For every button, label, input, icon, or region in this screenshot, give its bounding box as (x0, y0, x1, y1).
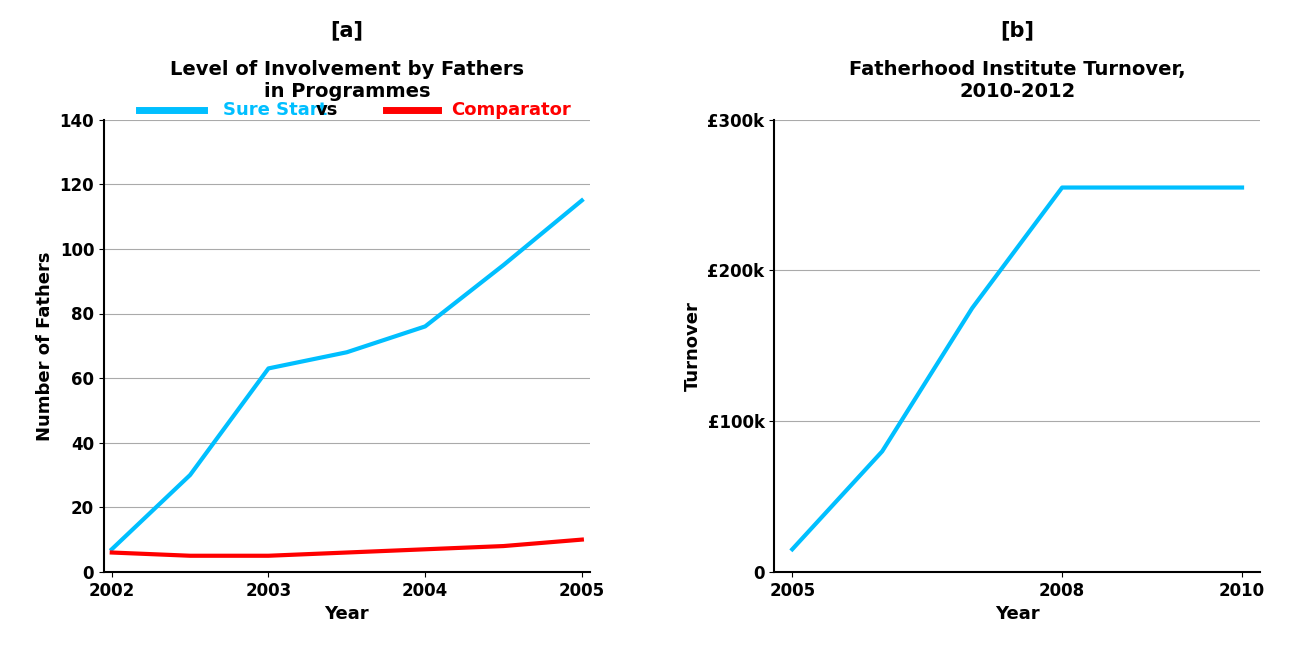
Y-axis label: Turnover: Turnover (683, 301, 701, 391)
X-axis label: Year: Year (995, 605, 1039, 623)
Text: Sure Start: Sure Start (223, 100, 327, 119)
Text: vs: vs (316, 100, 339, 119)
Text: [a]: [a] (330, 20, 364, 40)
Text: Fatherhood Institute Turnover,
2010-2012: Fatherhood Institute Turnover, 2010-2012 (848, 60, 1186, 101)
Y-axis label: Number of Fathers: Number of Fathers (36, 251, 55, 440)
Text: Level of Involvement by Fathers
in Programmes: Level of Involvement by Fathers in Progr… (170, 60, 523, 101)
Text: Comparator: Comparator (451, 100, 570, 119)
X-axis label: Year: Year (325, 605, 369, 623)
Text: [b]: [b] (1000, 20, 1034, 40)
